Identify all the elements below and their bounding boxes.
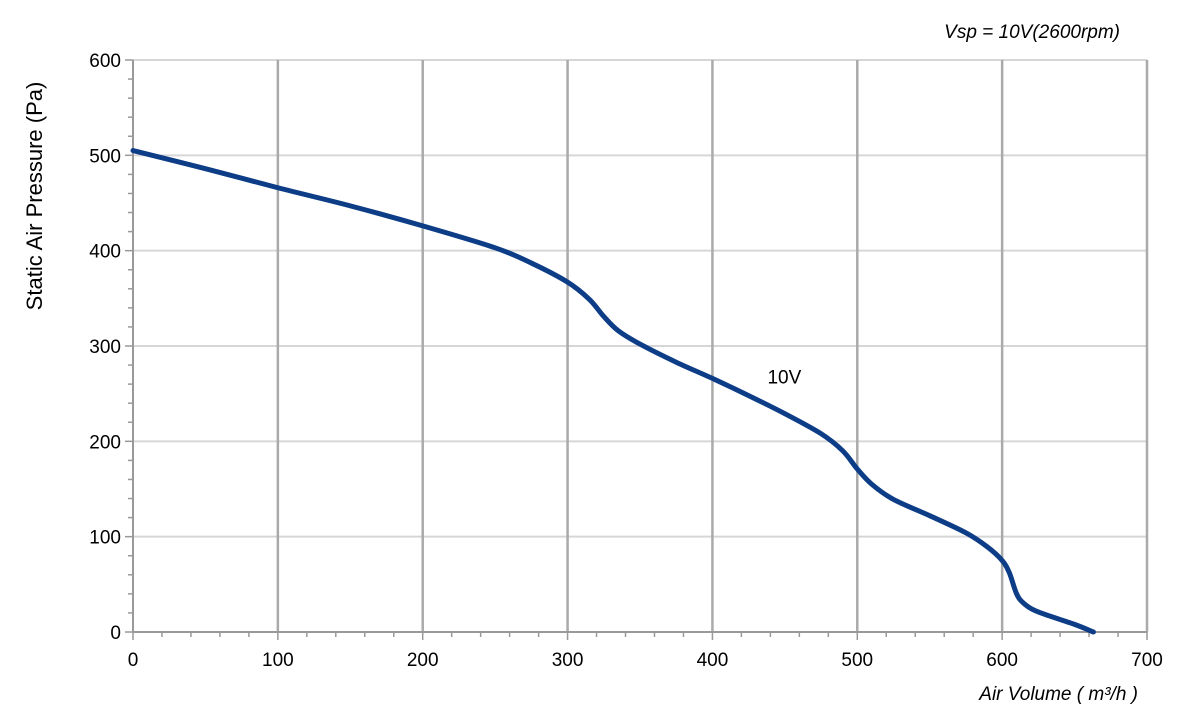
series-layer	[130, 148, 1096, 635]
x-tick-label: 700	[1131, 650, 1163, 671]
series-line-10V	[130, 148, 1096, 635]
y-axis-label: Static Air Pressure (Pa)	[22, 82, 47, 311]
x-tick-label: 400	[697, 650, 729, 671]
y-tick-label: 400	[89, 242, 121, 263]
x-tick-label: 300	[552, 650, 584, 671]
y-tick-label: 300	[89, 337, 121, 358]
y-tick-label: 600	[89, 51, 121, 72]
x-tick-label: 600	[986, 650, 1018, 671]
x-tick-label: 500	[841, 650, 873, 671]
x-tick-label: 200	[407, 650, 439, 671]
y-tick-label: 0	[110, 623, 121, 644]
x-axis-label: Air Volume ( m³/h )	[978, 684, 1138, 705]
y-tick-label: 100	[89, 528, 121, 549]
y-tick-label: 500	[89, 146, 121, 167]
axes	[125, 59, 1148, 640]
x-tick-label: 100	[262, 650, 294, 671]
major-grid	[276, 60, 1149, 632]
x-tick-label: 0	[128, 650, 139, 671]
x-tick-labels: 0 100 200 300 400 500 600 700	[128, 650, 1163, 671]
y-tick-labels: 0 100 200 300 400 500 600	[89, 51, 121, 644]
annotation-layer: 10V	[767, 368, 801, 389]
y-tick-label: 200	[89, 432, 121, 453]
chart-title: Vsp = 10V(2600rpm)	[944, 22, 1120, 43]
minor-grid	[133, 59, 1147, 538]
series-annotation: 10V	[767, 368, 801, 389]
